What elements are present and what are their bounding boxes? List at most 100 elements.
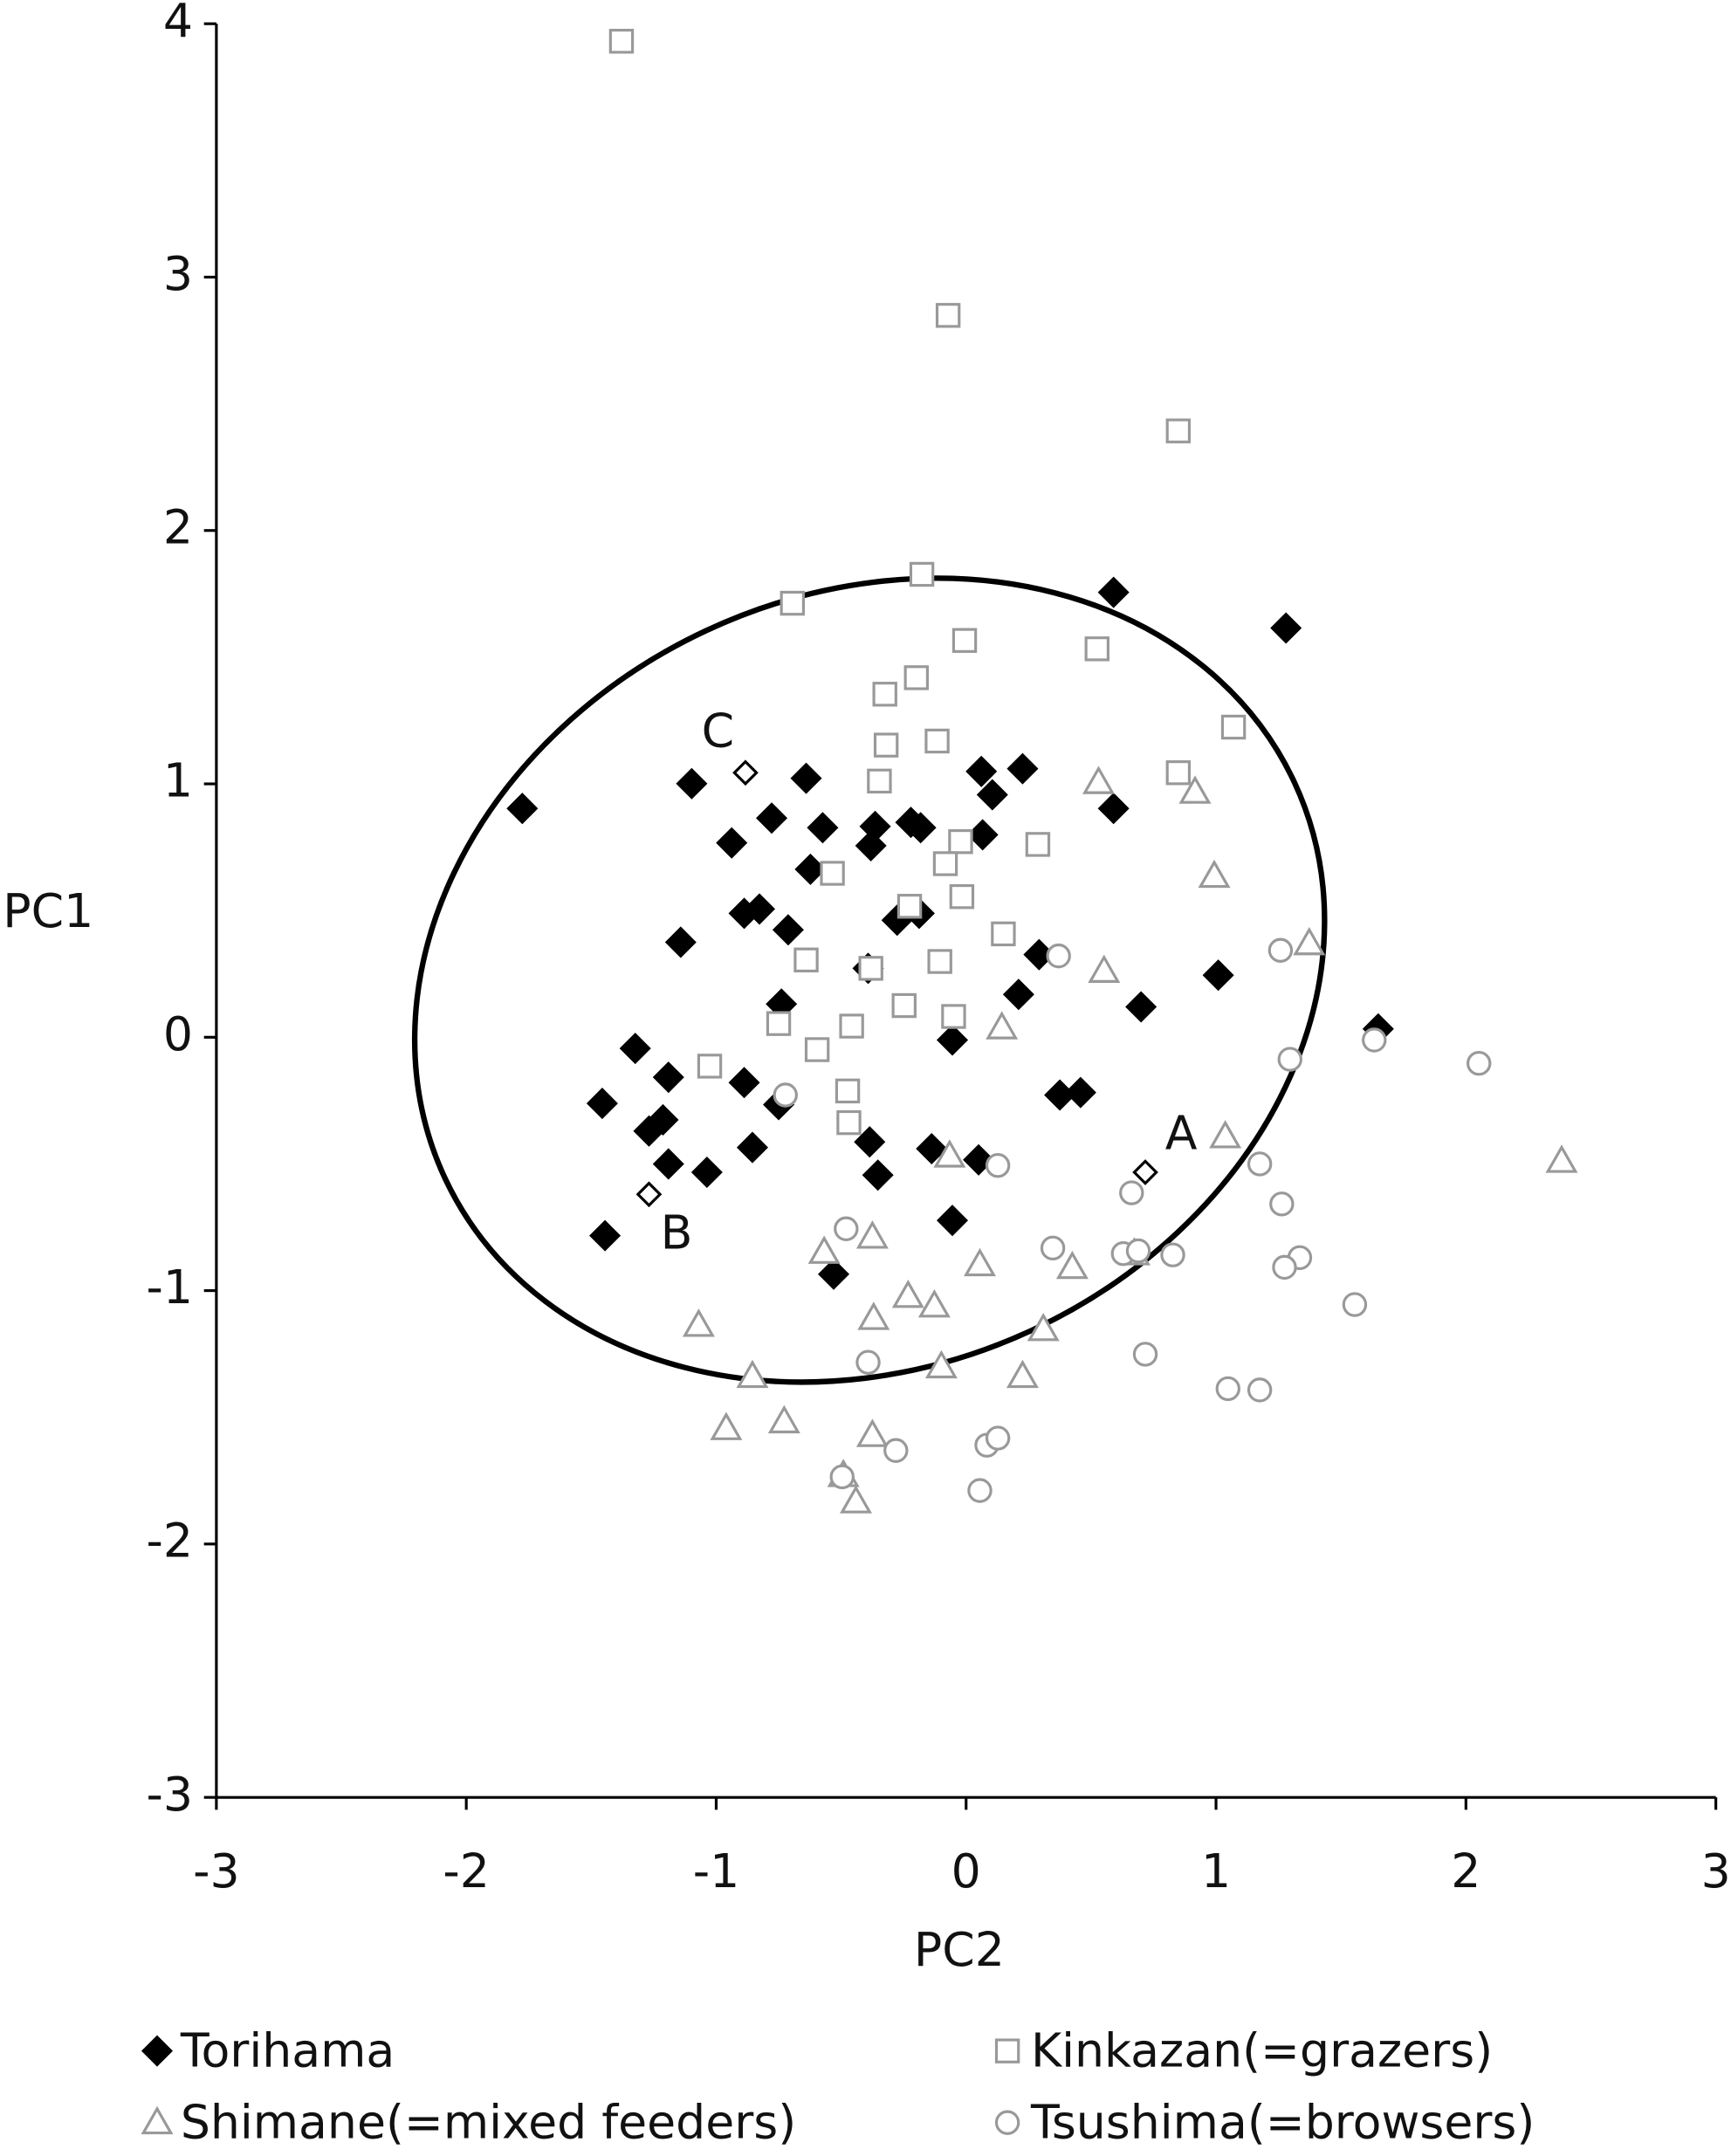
- data-point: [903, 665, 929, 690]
- data-point: [1165, 760, 1192, 786]
- data-point: [1160, 1242, 1185, 1267]
- x-tick-label: -2: [443, 1844, 490, 1899]
- data-point: [652, 1148, 684, 1180]
- data-point: [855, 1349, 881, 1375]
- data-point: [736, 1359, 769, 1389]
- data-point: [1084, 636, 1109, 662]
- y-axis-label: PC1: [3, 883, 93, 938]
- data-point: [589, 1219, 622, 1252]
- data-point: [1064, 1076, 1096, 1109]
- data-point: [963, 1143, 995, 1176]
- data-point: [936, 1024, 969, 1056]
- data-point: [967, 1478, 993, 1503]
- data-point: [804, 1037, 830, 1062]
- data-point: [855, 1220, 889, 1249]
- data-point: [963, 1247, 997, 1277]
- annotation-label: B: [661, 1205, 693, 1260]
- data-point: [766, 1011, 792, 1036]
- data-point: [1277, 1047, 1302, 1072]
- data-point: [857, 1301, 890, 1330]
- data-point: [1002, 978, 1034, 1011]
- data-point: [1088, 954, 1121, 983]
- y-tick-label: 4: [163, 0, 193, 48]
- data-point: [506, 793, 539, 825]
- data-point: [1006, 1359, 1039, 1389]
- data-point: [780, 590, 805, 616]
- data-point: [820, 861, 845, 886]
- data-point: [1247, 1377, 1273, 1403]
- data-point: [1125, 991, 1157, 1023]
- data-point: [790, 762, 822, 794]
- data-point: [767, 1404, 800, 1434]
- y-tick-label: 1: [163, 753, 193, 808]
- data-point: [896, 894, 923, 919]
- data-point: [807, 812, 839, 844]
- data-point: [966, 819, 999, 851]
- y-tick-label: -2: [147, 1514, 194, 1569]
- data-point: [949, 883, 975, 910]
- data-point: [755, 802, 788, 834]
- data-point: [834, 1216, 859, 1241]
- x-tick-label: 3: [1701, 1844, 1731, 1899]
- x-tick-label: 2: [1451, 1844, 1480, 1899]
- data-point: [1342, 1292, 1368, 1317]
- data-point: [932, 851, 958, 876]
- data-point: [916, 1133, 948, 1165]
- data-point: [835, 1078, 861, 1104]
- data-point: [933, 1139, 966, 1168]
- data-point: [855, 1418, 889, 1447]
- x-tick-label: 0: [951, 1844, 981, 1899]
- x-tick-label: -1: [693, 1844, 740, 1899]
- annotated-point: [1132, 1159, 1158, 1185]
- legend-label: Shimane(=mixed feeders): [181, 2095, 796, 2150]
- data-point: [854, 1126, 886, 1158]
- data-point: [1040, 1235, 1066, 1261]
- data-point: [710, 1411, 743, 1440]
- data-point: [1046, 943, 1071, 969]
- data-point: [652, 1061, 684, 1094]
- data-point: [858, 956, 883, 981]
- data-point: [1272, 1254, 1297, 1281]
- data-point: [909, 561, 935, 587]
- data-point: [985, 1425, 1011, 1451]
- data-point: [904, 812, 937, 844]
- data-point: [951, 628, 978, 653]
- data-point: [793, 947, 819, 972]
- data-point: [1215, 1376, 1240, 1402]
- data-point: [1178, 775, 1212, 804]
- legend-marker: [141, 2105, 174, 2135]
- data-point: [862, 1159, 894, 1191]
- data-point: [1165, 418, 1192, 443]
- data-point: [991, 921, 1016, 947]
- data-point: [883, 1438, 909, 1463]
- data-point: [817, 1258, 850, 1290]
- confidence-ellipse: [411, 575, 1328, 1385]
- data-point: [1055, 1250, 1089, 1280]
- data-point: [948, 829, 973, 855]
- data-point: [807, 1235, 841, 1264]
- data-point: [1097, 793, 1130, 825]
- legend-marker: [994, 2038, 1020, 2063]
- data-point: [917, 1289, 951, 1318]
- data-point: [836, 1109, 862, 1136]
- data-point: [682, 1308, 715, 1337]
- data-point: [872, 682, 897, 707]
- data-point: [927, 949, 952, 974]
- y-tick-label: 2: [163, 499, 193, 554]
- data-point: [728, 1067, 760, 1099]
- data-point: [839, 1013, 864, 1039]
- legend-label: Tsushima(=browsers): [1030, 2095, 1535, 2150]
- y-tick-label: 0: [163, 1006, 193, 1061]
- data-point: [1025, 832, 1051, 857]
- annotation-label: A: [1165, 1106, 1198, 1161]
- data-point: [924, 1349, 958, 1379]
- data-point: [716, 827, 748, 859]
- annotated-point: [635, 1181, 663, 1208]
- data-point: [1362, 1027, 1387, 1053]
- data-point: [1027, 1313, 1060, 1342]
- data-point: [633, 1115, 665, 1147]
- data-point: [839, 1485, 873, 1514]
- data-point: [664, 926, 697, 958]
